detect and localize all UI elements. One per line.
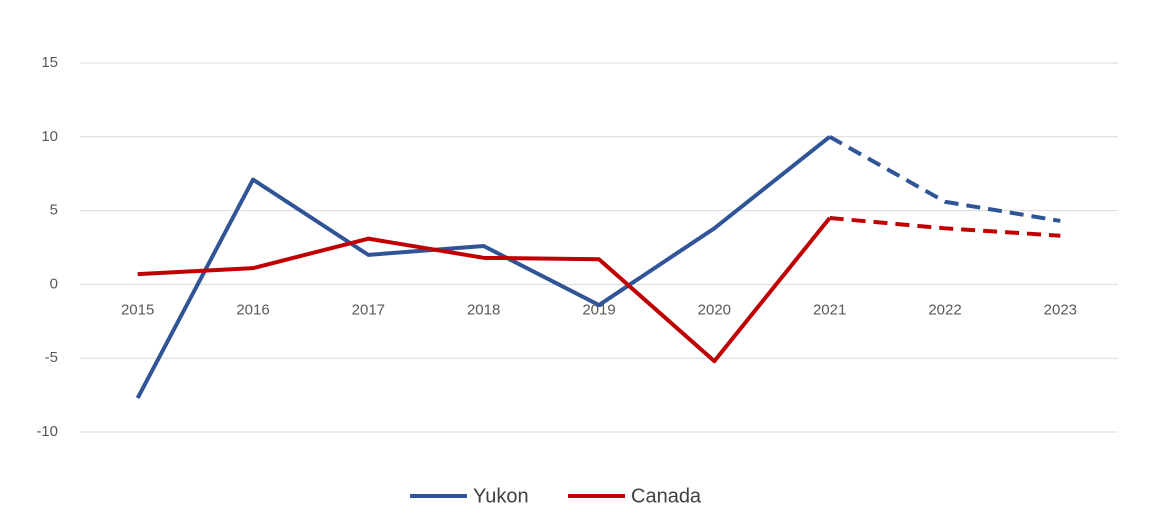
legend-label: Canada bbox=[631, 485, 702, 507]
x-tick-label: 2020 bbox=[698, 301, 731, 318]
forecast-line bbox=[829, 215, 1061, 238]
forecast-line bbox=[828, 135, 1061, 223]
y-tick-label: 10 bbox=[41, 128, 58, 145]
legend-label: Yukon bbox=[473, 485, 529, 507]
x-tick-label: 2018 bbox=[467, 301, 500, 318]
x-tick-label: 2023 bbox=[1044, 301, 1077, 318]
x-tick-label: 2021 bbox=[813, 301, 846, 318]
y-tick-label: 5 bbox=[50, 202, 58, 219]
y-tick-label: -10 bbox=[36, 423, 58, 440]
x-tick-label: 2017 bbox=[352, 301, 385, 318]
y-tick-label: 0 bbox=[50, 275, 58, 292]
x-tick-label: 2016 bbox=[236, 301, 269, 318]
y-tick-label: -5 bbox=[45, 349, 58, 366]
x-tick-label: 2022 bbox=[928, 301, 961, 318]
x-tick-label: 2015 bbox=[121, 301, 154, 318]
y-tick-label: 15 bbox=[41, 54, 58, 71]
series-line bbox=[135, 135, 831, 399]
series-line bbox=[137, 216, 832, 364]
x-tick-label: 2019 bbox=[582, 301, 615, 318]
